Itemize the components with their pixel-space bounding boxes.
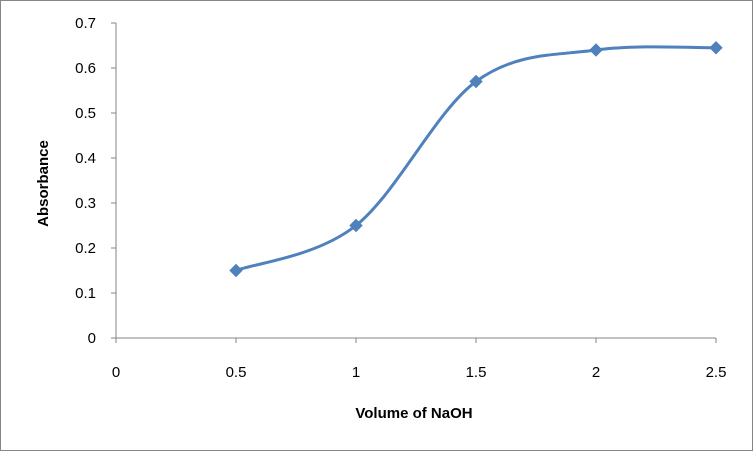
y-tick-label: 0.2 (75, 240, 96, 257)
y-tick-label: 0.7 (75, 15, 96, 32)
x-axis-title: Volume of NaOH (355, 405, 472, 422)
axes (111, 22, 717, 343)
data-point-marker (709, 41, 723, 55)
data-point-marker (589, 43, 603, 57)
y-tick-label: 0.5 (75, 105, 96, 122)
x-tick-label: 0 (112, 364, 120, 381)
x-tick-labels: 0 0.5 1 1.5 2 2.5 (112, 364, 727, 381)
series-layer (229, 41, 723, 278)
data-point-marker (349, 218, 363, 233)
y-tick-label: 0.3 (75, 195, 96, 212)
y-tick-label: 0 (88, 330, 96, 347)
data-point-marker (469, 74, 483, 89)
y-axis-title: Absorbance (35, 140, 52, 227)
x-tick-label: 0.5 (226, 364, 247, 381)
data-point-marker (229, 263, 243, 278)
x-tick-label: 2.5 (706, 364, 727, 381)
x-tick-label: 2 (592, 364, 600, 381)
y-tick-label: 0.1 (75, 285, 96, 302)
series-line (234, 45, 718, 272)
y-tick-labels: 0 0.1 0.2 0.3 0.4 0.5 0.6 0.7 (75, 15, 96, 347)
x-tick-label: 1 (352, 364, 360, 381)
x-tick-label: 1.5 (466, 364, 487, 381)
y-tick-label: 0.4 (75, 150, 96, 167)
y-tick-label: 0.6 (75, 60, 96, 77)
